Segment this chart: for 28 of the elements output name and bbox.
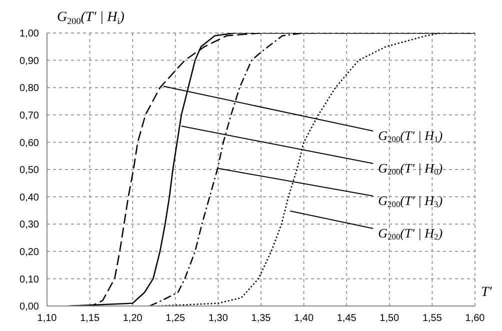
y-tick-label: 0,00 <box>20 302 40 313</box>
x-tick-label: 1,20 <box>122 313 143 324</box>
y-tick-label: 0,70 <box>20 110 40 122</box>
x-tick-label: 1,60 <box>465 313 486 324</box>
x-tick-label: 1,30 <box>208 313 228 324</box>
y-axis-title: G$_{200}$(T′ | H$_{i}$) <box>57 10 125 26</box>
x-tick-label: 1,15 <box>80 313 100 324</box>
y-tick-label: 0,90 <box>20 56 40 67</box>
annotation: G$_{200}$(T′ | H$_{3}$) <box>378 193 443 210</box>
y-tick-label: 0,80 <box>20 83 40 94</box>
annotation: G$_{200}$(T′ | H$_{0}$) <box>378 160 443 177</box>
x-tick-label: 1,25 <box>166 313 186 324</box>
y-tick-label: 0,50 <box>20 165 40 176</box>
annotation: G$_{200}$(T′ | H$_{1}$) <box>378 128 443 144</box>
y-tick-label: 0,40 <box>20 192 40 204</box>
annotation: G$_{200}$(T′ | H$_{2}$) <box>378 226 443 242</box>
y-tick-label: 0,30 <box>20 220 40 231</box>
x-tick-label: 1,10 <box>37 313 58 324</box>
x-axis-title: T′ <box>481 285 493 300</box>
x-tick-label: 1,35 <box>251 313 272 324</box>
y-tick-label: 1,00 <box>20 28 40 40</box>
y-tick-label: 0,60 <box>20 138 40 149</box>
x-tick-label: 1,40 <box>294 313 314 324</box>
x-tick-label: 1,50 <box>380 313 400 324</box>
x-tick-label: 1,55 <box>422 313 442 324</box>
x-tick-label: 1,45 <box>336 313 357 324</box>
y-tick-label: 0,10 <box>20 274 40 286</box>
y-tick-label: 0,20 <box>20 246 40 258</box>
